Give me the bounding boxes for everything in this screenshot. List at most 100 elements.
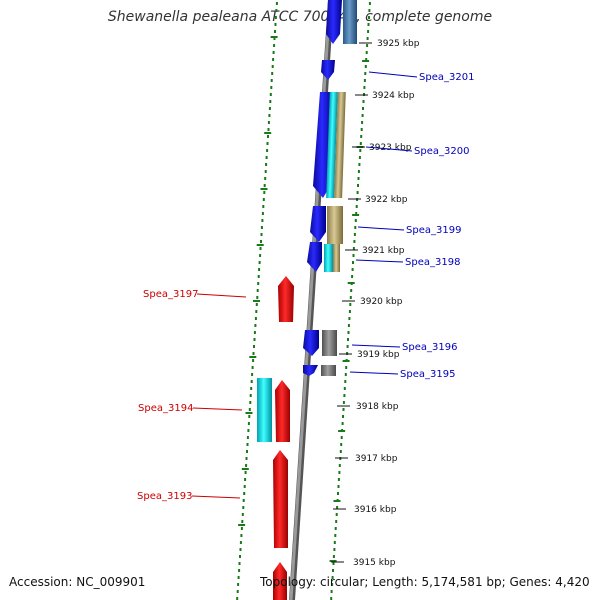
- gc-dot: [248, 415, 251, 418]
- gc-dot: [255, 303, 258, 306]
- gc-dot: [265, 156, 268, 159]
- gc-dot: [361, 114, 364, 117]
- gc-dot: [352, 261, 354, 264]
- gc-dot: [349, 296, 352, 299]
- gc-dot: [356, 191, 359, 194]
- gc-dot: [260, 240, 262, 243]
- gc-dash: [338, 430, 346, 432]
- gene-label-spea-3195[interactable]: Spea_3195: [400, 369, 455, 380]
- gene-label-spea-3198[interactable]: Spea_3198: [405, 257, 460, 268]
- gc-dot: [348, 310, 351, 313]
- gc-dot: [247, 422, 250, 425]
- gc-dot: [273, 37, 276, 40]
- gc-dot: [254, 317, 257, 320]
- gc-dash: [342, 360, 350, 362]
- accession-label: Accession: NC_009901: [9, 575, 146, 589]
- gene-label-spea-3199[interactable]: Spea_3199: [406, 225, 461, 236]
- gc-dot: [274, 23, 277, 26]
- gene-arrow-reverse: [273, 450, 288, 548]
- gc-dot: [343, 394, 346, 397]
- gc-dot: [350, 289, 353, 292]
- feature-block-steel: [343, 0, 357, 44]
- gc-dash: [260, 188, 268, 190]
- feature-block-gray: [321, 365, 336, 376]
- leader-line: [196, 293, 247, 298]
- gene-arrow-forward: [303, 330, 319, 356]
- gc-dot: [364, 72, 367, 75]
- gc-dot: [256, 289, 259, 292]
- tick-label: 3915 kbp: [353, 558, 396, 568]
- gc-dot: [353, 240, 356, 243]
- gc-dot: [357, 170, 360, 173]
- gene-label-spea-3193[interactable]: Spea_3193: [137, 491, 192, 502]
- gc-dot: [237, 576, 240, 579]
- leader-line: [351, 344, 401, 348]
- tick-label: 3918 kbp: [356, 402, 399, 412]
- gc-dot: [252, 359, 255, 362]
- gc-dot: [263, 191, 266, 194]
- gc-dot: [267, 121, 270, 124]
- gc-dot: [241, 513, 244, 516]
- gc-dot: [338, 464, 341, 467]
- map-title: Shewanella pealeana ATCC 700345, complet…: [107, 9, 493, 25]
- leader-line: [192, 407, 243, 411]
- gc-dot: [244, 471, 247, 474]
- gc-dot: [267, 135, 269, 138]
- gc-dot: [330, 597, 333, 600]
- tick-label: 3922 kbp: [365, 195, 408, 205]
- gc-dot: [274, 16, 277, 19]
- feature-block-cyan: [326, 92, 338, 198]
- gc-dot: [336, 506, 339, 509]
- gc-dot: [264, 170, 267, 173]
- gc-dot: [359, 149, 362, 152]
- gc-dot: [344, 373, 347, 376]
- gc-dot: [334, 534, 337, 537]
- gc-dot: [332, 562, 335, 565]
- gc-dash: [333, 500, 341, 502]
- gc-dash: [264, 132, 272, 134]
- gc-dot: [269, 93, 272, 96]
- gc-dot: [251, 366, 254, 369]
- gc-dot: [351, 268, 354, 271]
- gene-label-spea-3197[interactable]: Spea_3197: [143, 289, 198, 300]
- gc-dot: [238, 562, 241, 565]
- gc-dot: [240, 527, 243, 530]
- gc-dot: [253, 338, 256, 341]
- gene-label-spea-3201[interactable]: Spea_3201: [419, 72, 474, 83]
- gc-dot: [257, 282, 260, 285]
- gene-label-spea-3196[interactable]: Spea_3196: [402, 342, 457, 353]
- gc-dot: [332, 569, 334, 572]
- gc-dot: [258, 268, 261, 271]
- gc-dot: [253, 331, 256, 334]
- gc-dash: [249, 356, 257, 358]
- gc-dot: [358, 156, 361, 159]
- gc-dot: [355, 205, 358, 208]
- feature-block-tan: [334, 92, 346, 198]
- gc-dot: [265, 163, 268, 166]
- gc-dash: [238, 524, 246, 526]
- gc-dot: [253, 345, 255, 348]
- gene-label-spea-3200[interactable]: Spea_3200: [414, 146, 469, 157]
- gc-dot: [271, 72, 274, 75]
- gene-labels: Spea_3201 Spea_3200 Spea_3199 Spea_3198 …: [137, 72, 474, 502]
- tick-label: 3919 kbp: [357, 350, 400, 360]
- gc-dot: [275, 9, 278, 12]
- gc-dot: [342, 415, 344, 418]
- gc-dot: [273, 44, 276, 47]
- gc-dot: [237, 583, 240, 586]
- gc-dot: [348, 317, 351, 320]
- gc-dot: [333, 541, 336, 544]
- gene-label-spea-3194[interactable]: Spea_3194: [138, 403, 193, 414]
- gc-dot: [256, 296, 259, 299]
- gc-dot: [367, 23, 370, 26]
- gene-arrow-reverse: [273, 562, 287, 600]
- gc-dot: [368, 16, 370, 19]
- gene-arrow-reverse: [278, 276, 294, 322]
- gc-dot: [261, 219, 264, 222]
- gc-dot: [340, 436, 343, 439]
- gc-dot: [358, 163, 361, 166]
- gene-arrow-forward: [310, 206, 326, 242]
- gc-dot: [244, 478, 247, 481]
- gc-dot: [342, 408, 345, 411]
- gc-dot: [270, 79, 273, 82]
